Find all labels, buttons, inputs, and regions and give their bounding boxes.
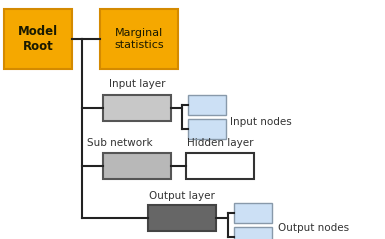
Text: Input layer: Input layer xyxy=(109,79,165,89)
Bar xyxy=(100,9,178,69)
Text: Input nodes: Input nodes xyxy=(230,117,292,127)
Text: Hidden layer: Hidden layer xyxy=(187,138,253,148)
Text: Sub network: Sub network xyxy=(87,138,153,148)
Bar xyxy=(234,227,272,239)
Bar xyxy=(234,203,272,223)
Text: Marginal
statistics: Marginal statistics xyxy=(114,28,164,50)
Text: Model
Root: Model Root xyxy=(18,25,58,53)
Bar xyxy=(103,95,171,121)
Bar xyxy=(188,95,226,115)
Bar xyxy=(103,153,171,179)
Bar xyxy=(4,9,72,69)
Bar xyxy=(148,205,216,231)
Bar xyxy=(188,119,226,139)
Text: Output nodes: Output nodes xyxy=(278,223,349,233)
Text: Output layer: Output layer xyxy=(149,191,215,201)
Bar xyxy=(186,153,254,179)
